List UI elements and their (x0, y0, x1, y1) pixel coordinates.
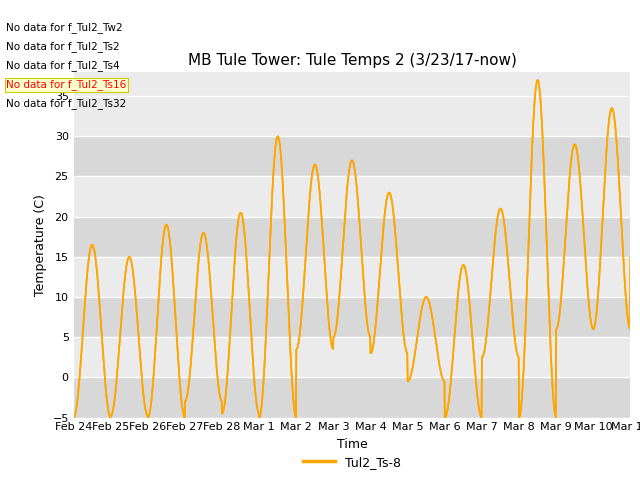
Title: MB Tule Tower: Tule Temps 2 (3/23/17-now): MB Tule Tower: Tule Temps 2 (3/23/17-now… (188, 53, 516, 68)
Y-axis label: Temperature (C): Temperature (C) (34, 194, 47, 296)
X-axis label: Time: Time (337, 438, 367, 451)
Bar (74, 257, 630, 297)
Text: No data for f_Tul2_Ts4: No data for f_Tul2_Ts4 (6, 60, 120, 71)
Text: No data for f_Tul2_Ts16: No data for f_Tul2_Ts16 (6, 79, 127, 90)
Bar (74, 297, 630, 337)
Text: No data for f_Tul2_Ts2: No data for f_Tul2_Ts2 (6, 41, 120, 52)
Bar (74, 337, 630, 377)
Text: No data for f_Tul2_Ts32: No data for f_Tul2_Ts32 (6, 98, 127, 109)
Text: No data for f_Tul2_Tw2: No data for f_Tul2_Tw2 (6, 22, 123, 33)
Bar (74, 96, 630, 136)
Bar (74, 177, 630, 216)
Legend: Tul2_Ts-8: Tul2_Ts-8 (298, 451, 406, 474)
Bar (74, 136, 630, 177)
Bar (74, 377, 630, 418)
Bar (74, 216, 630, 257)
